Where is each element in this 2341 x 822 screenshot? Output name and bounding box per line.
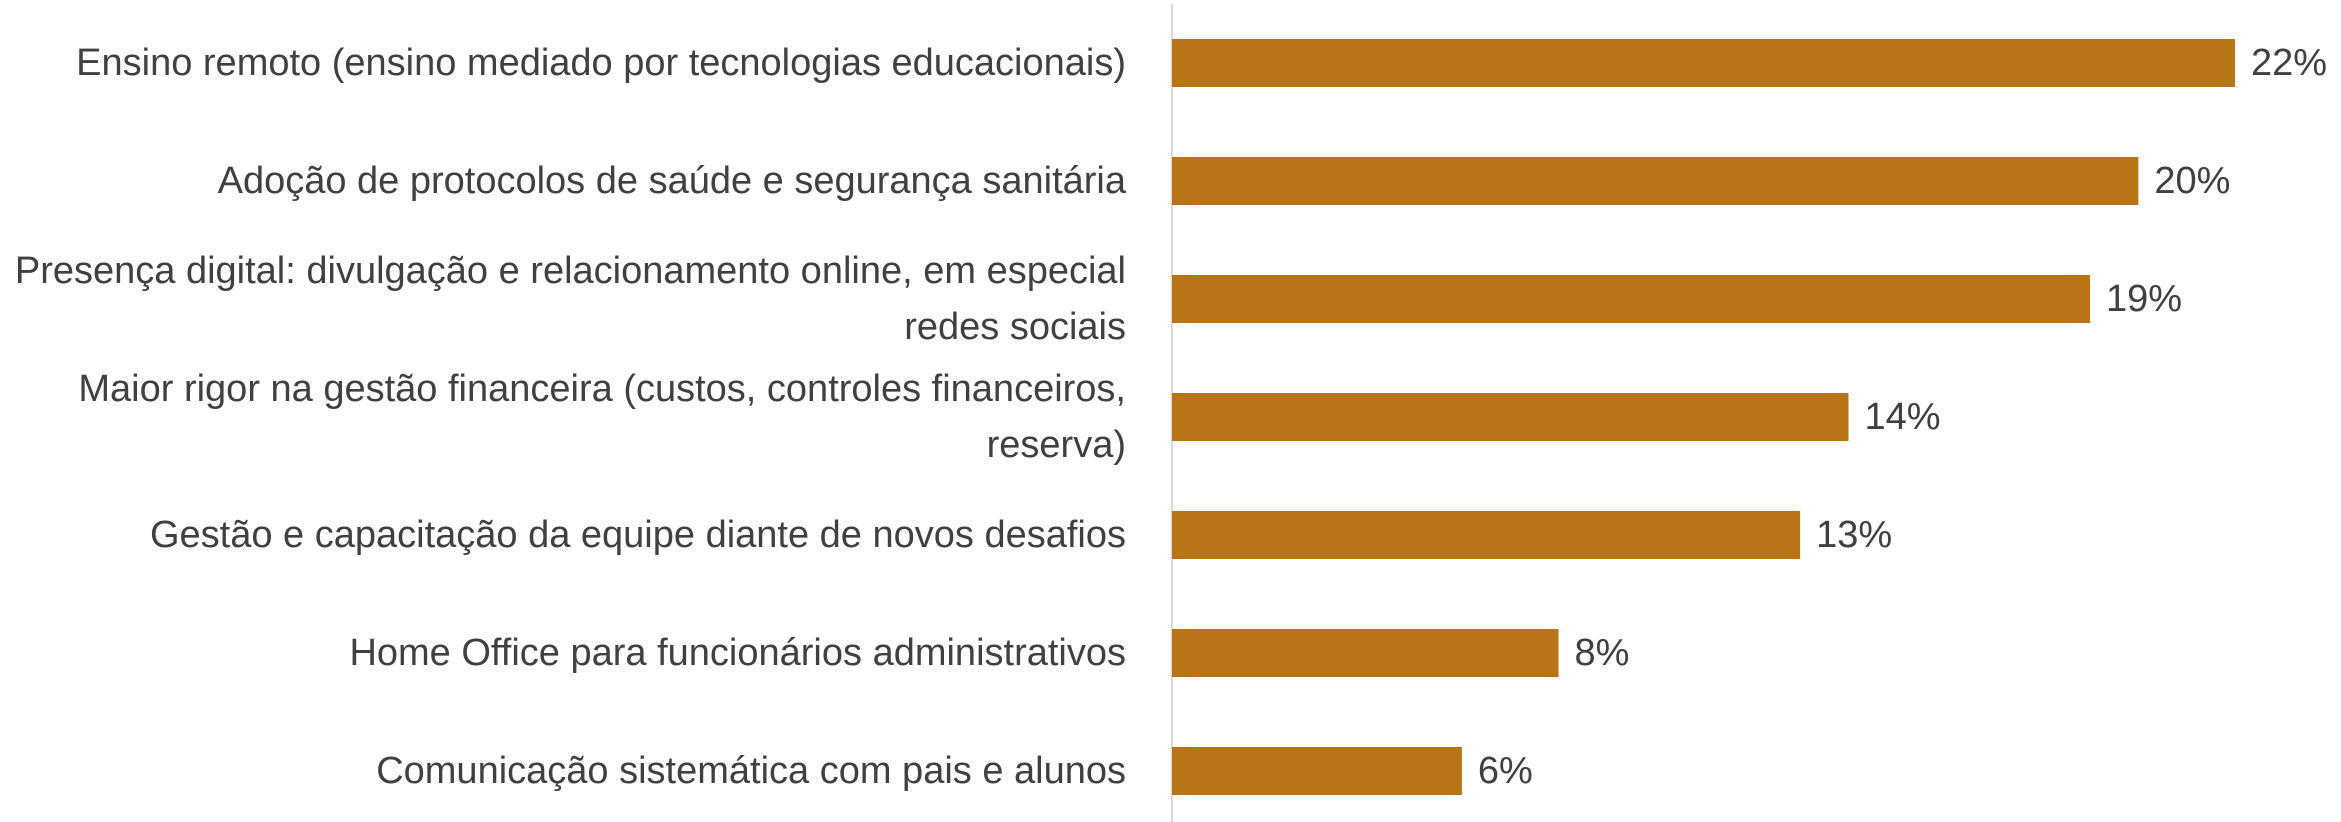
category-text: Home Office para funcionários administra… xyxy=(349,632,1126,674)
data-label: 22% xyxy=(2251,42,2327,84)
category-text: Comunicação sistemática com pais e aluno… xyxy=(376,750,1126,792)
data-label: 20% xyxy=(2154,160,2230,202)
category-text: Gestão e capacitação da equipe diante de… xyxy=(149,514,1126,556)
data-label: 19% xyxy=(2106,278,2182,320)
bar xyxy=(1172,747,1462,795)
category-text: Maior rigor na gestão financeira (custos… xyxy=(78,368,1126,466)
data-label: 6% xyxy=(1478,750,1533,792)
bar xyxy=(1172,39,2235,87)
bar xyxy=(1172,393,1849,441)
category-text: Presença digital: divulgação e relaciona… xyxy=(14,250,1126,348)
bar xyxy=(1172,511,1801,559)
category-label: Comunicação sistemática com pais e aluno… xyxy=(10,712,1126,822)
category-text: Adoção de protocolos de saúde e seguranç… xyxy=(217,160,1126,202)
category-label: Home Office para funcionários administra… xyxy=(10,594,1126,712)
category-label: Maior rigor na gestão financeira (custos… xyxy=(10,358,1126,476)
category-text: Ensino remoto (ensino mediado por tecnol… xyxy=(76,42,1126,84)
data-label: 13% xyxy=(1816,514,1892,556)
category-label: Presença digital: divulgação e relaciona… xyxy=(10,240,1126,358)
bar xyxy=(1172,629,1559,677)
data-label: 8% xyxy=(1575,632,1630,674)
bar xyxy=(1172,157,2139,205)
category-label: Ensino remoto (ensino mediado por tecnol… xyxy=(10,4,1126,122)
category-label: Adoção de protocolos de saúde e seguranç… xyxy=(10,122,1126,240)
category-label: Gestão e capacitação da equipe diante de… xyxy=(10,476,1126,594)
data-label: 14% xyxy=(1864,396,1940,438)
bar xyxy=(1172,275,2091,323)
